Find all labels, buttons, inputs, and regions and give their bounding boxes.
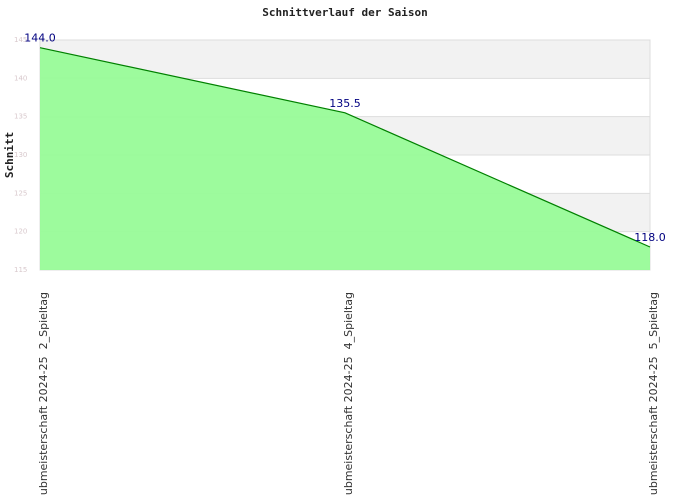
value-label: 144.0: [24, 32, 56, 45]
x-tick-label: ubmeisterschaft 2024-25 5_Spieltag: [647, 292, 660, 495]
area-fill: [40, 47, 650, 270]
y-axis-label: Schnitt: [3, 132, 16, 178]
y-tick-label: 130: [14, 151, 27, 159]
x-tick-label: ubmeisterschaft 2024-25 2_Spieltag: [37, 292, 50, 495]
y-tick-label: 135: [14, 113, 27, 121]
line: [39, 47, 651, 248]
chart-title: Schnittverlauf der Saison: [262, 6, 428, 19]
value-label: 118.0: [634, 231, 666, 244]
value-label: 135.5: [329, 97, 361, 110]
y-tick-label: 115: [14, 266, 27, 274]
y-tick-label: 120: [14, 228, 27, 236]
y-tick-label: 145: [14, 36, 27, 44]
y-tick-label: 125: [14, 189, 27, 197]
y-tick-label: 140: [14, 74, 27, 82]
x-tick-label: ubmeisterschaft 2024-25 4_Spieltag: [342, 292, 355, 495]
